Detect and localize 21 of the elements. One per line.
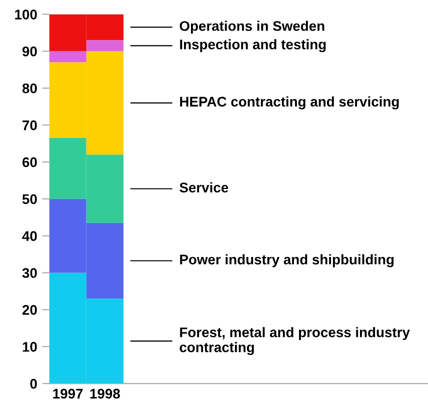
text: Power industry and shipbuilding (180, 254, 394, 268)
text: Operations in Sweden (180, 20, 324, 34)
y-tick-label: 60 (22, 157, 37, 168)
y-tick-label: 80 (22, 83, 37, 94)
bar (49, 51, 86, 62)
text: HEPAC contracting and servicing (180, 96, 399, 110)
text: Service (180, 182, 228, 192)
y-tick-label: 70 (22, 120, 37, 130)
y-tick-label: 40 (22, 231, 37, 241)
y-tick-label: 100 (15, 10, 37, 20)
y-tick-label: 20 (22, 305, 37, 315)
text: Forest, metal and process industry contracting (180, 327, 410, 356)
text: Inspection and testing (180, 39, 326, 52)
y-tick-label: 90 (22, 46, 37, 56)
bar (86, 40, 124, 52)
y-tick-label: 10 (22, 342, 37, 352)
x-tick-label: 1998 (90, 388, 120, 399)
y-tick-label: 30 (22, 268, 37, 278)
y-tick-label: 50 (22, 194, 37, 204)
y-tick-label: 0 (30, 378, 37, 389)
x-tick-label: 1997 (53, 388, 83, 399)
